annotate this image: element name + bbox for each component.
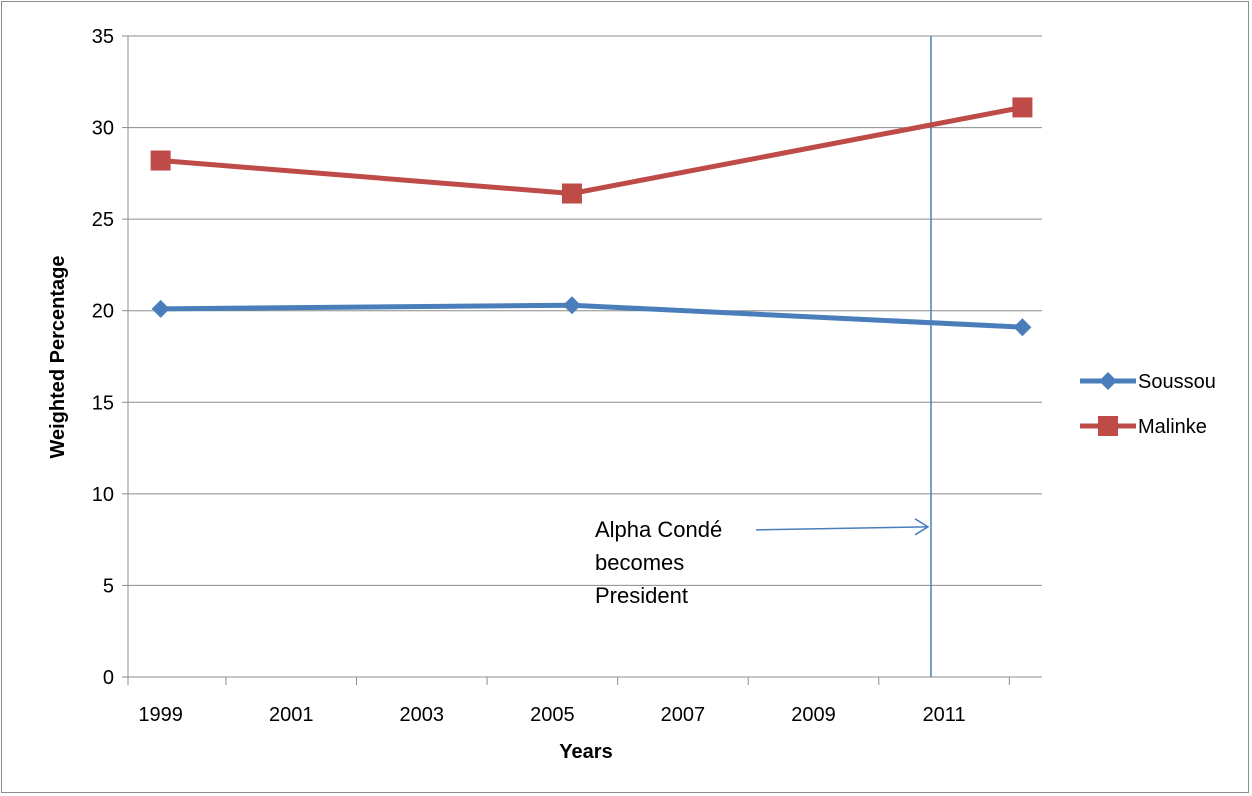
legend-label-malinke: Malinke [1138,416,1207,438]
annotation-text: President [595,583,688,608]
data-point [151,299,170,318]
y-tick-label: 35 [92,26,114,48]
y-tick-label: 20 [92,301,114,323]
x-axis-title: Years [559,741,612,763]
annotation-arrow-shaft [755,526,928,531]
legend: Soussou Malinke [1080,371,1216,438]
x-tick-label: 2001 [269,704,314,726]
data-point [562,296,581,315]
x-tick-label: 1999 [138,704,183,726]
series-line-malinke [158,104,1025,197]
annotation-text: becomes [595,550,684,575]
y-tick-label: 30 [92,118,114,140]
y-tick-label: 0 [103,667,114,689]
x-tick-label: 2009 [791,704,836,726]
legend-marker-soussou [1099,372,1117,390]
x-tick-label: 2005 [530,704,575,726]
legend-marker-malinke [1098,416,1118,436]
data-point [561,183,582,204]
x-tick-label: 2003 [400,704,445,726]
y-tick-label: 25 [92,209,114,231]
x-tick-label: 2007 [661,704,706,726]
series-lines [150,97,1033,337]
y-tick-label: 5 [103,575,114,597]
x-tick-label: 2011 [923,704,966,726]
annotation: Alpha Condé becomes President [595,517,930,608]
data-point [150,150,171,171]
y-tick-label: 10 [92,484,114,506]
data-point [1012,97,1033,118]
legend-label-soussou: Soussou [1138,371,1216,393]
series-line-soussou [158,302,1025,330]
data-point [1013,318,1032,337]
y-tick-label: 15 [92,392,114,414]
annotation-arrowhead [914,518,930,536]
axes [122,35,1042,685]
y-tick-labels: 0 5 10 15 20 25 30 35 [92,26,114,689]
annotation-text: Alpha Condé [595,517,722,542]
y-axis-title: Weighted Percentage [47,255,69,458]
gridlines [128,35,1042,586]
x-tick-labels: 1999 2001 2003 2005 2007 2009 2011 [138,704,965,726]
